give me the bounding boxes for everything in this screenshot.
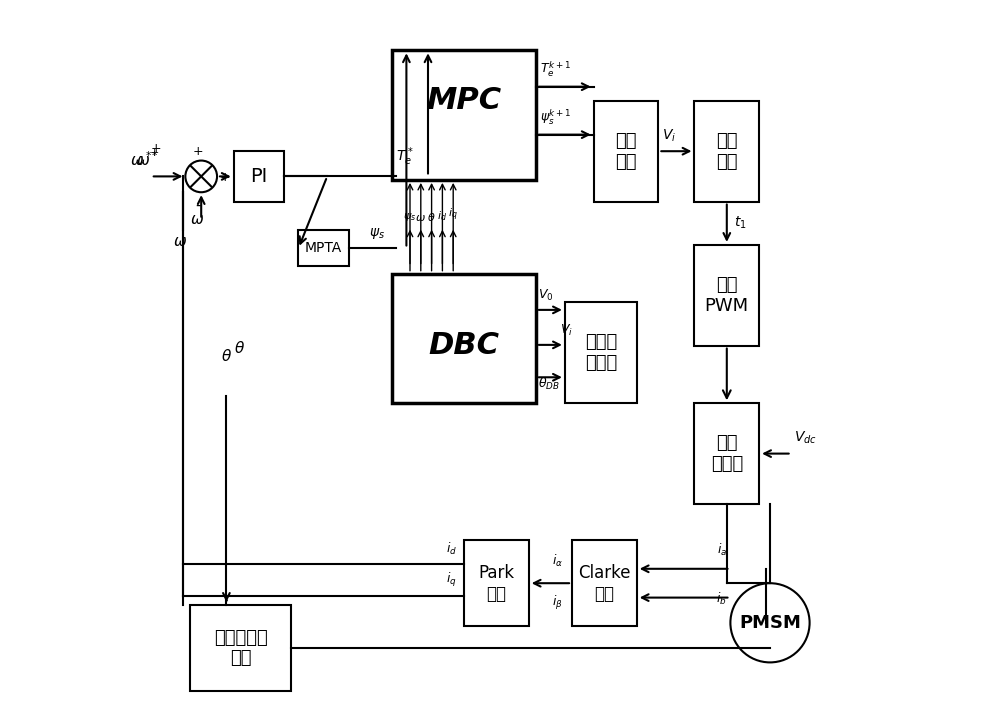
Text: $\omega$: $\omega$ bbox=[190, 212, 204, 227]
Text: $\psi_s^{k+1}$: $\psi_s^{k+1}$ bbox=[540, 108, 571, 127]
Text: $i_a$: $i_a$ bbox=[717, 542, 727, 558]
Text: $i_b$: $i_b$ bbox=[716, 590, 727, 606]
Text: PMSM: PMSM bbox=[739, 613, 801, 632]
Text: +: + bbox=[150, 148, 159, 158]
Text: $V_{dc}$: $V_{dc}$ bbox=[794, 430, 817, 446]
Text: 三相
逆变器: 三相 逆变器 bbox=[711, 434, 743, 473]
Text: $t_1$: $t_1$ bbox=[734, 215, 747, 231]
Text: +: + bbox=[220, 171, 231, 184]
Text: $T_e^{k+1}$: $T_e^{k+1}$ bbox=[540, 60, 571, 79]
Text: Clarke
变换: Clarke 变换 bbox=[578, 564, 631, 603]
Text: $\theta$: $\theta$ bbox=[221, 348, 232, 364]
Text: $\psi_s$: $\psi_s$ bbox=[369, 226, 385, 241]
Text: $V_0$: $V_0$ bbox=[538, 287, 554, 302]
Text: 调制
PWM: 调制 PWM bbox=[705, 276, 749, 315]
Text: $\theta$: $\theta$ bbox=[234, 341, 245, 356]
Text: Park
变换: Park 变换 bbox=[478, 564, 514, 603]
Ellipse shape bbox=[730, 583, 810, 662]
FancyBboxPatch shape bbox=[190, 605, 291, 691]
FancyBboxPatch shape bbox=[694, 101, 759, 202]
Text: DBC: DBC bbox=[428, 331, 499, 360]
Text: $\omega$: $\omega$ bbox=[415, 213, 426, 223]
Text: 作用
时间: 作用 时间 bbox=[716, 132, 738, 171]
FancyBboxPatch shape bbox=[594, 101, 658, 202]
FancyBboxPatch shape bbox=[694, 403, 759, 504]
Text: $\omega$: $\omega$ bbox=[173, 234, 187, 248]
Text: $\theta_{DB}$: $\theta_{DB}$ bbox=[538, 376, 560, 392]
Text: $\psi_s$: $\psi_s$ bbox=[403, 211, 417, 223]
FancyBboxPatch shape bbox=[392, 274, 536, 403]
FancyBboxPatch shape bbox=[234, 151, 284, 202]
Text: 目标
函数: 目标 函数 bbox=[615, 132, 637, 171]
FancyBboxPatch shape bbox=[464, 540, 529, 626]
Text: 位置和速度
检测: 位置和速度 检测 bbox=[214, 629, 268, 667]
FancyBboxPatch shape bbox=[565, 302, 637, 403]
Text: $\omega^*$: $\omega^*$ bbox=[136, 150, 159, 169]
Text: $i_\beta$: $i_\beta$ bbox=[552, 594, 563, 612]
Text: -: - bbox=[195, 198, 200, 213]
Text: MPC: MPC bbox=[426, 86, 502, 115]
FancyBboxPatch shape bbox=[694, 245, 759, 346]
Text: $T_e^*$: $T_e^*$ bbox=[396, 145, 413, 168]
Text: $i_q$: $i_q$ bbox=[446, 571, 457, 589]
Text: MPTA: MPTA bbox=[305, 241, 342, 256]
Text: PI: PI bbox=[250, 167, 267, 186]
Text: 判扇区
选矢量: 判扇区 选矢量 bbox=[585, 333, 617, 372]
Text: $\theta$: $\theta$ bbox=[427, 211, 436, 223]
Text: $i_d$: $i_d$ bbox=[446, 541, 457, 557]
FancyBboxPatch shape bbox=[298, 230, 349, 266]
Text: $i_\alpha$: $i_\alpha$ bbox=[552, 553, 563, 569]
FancyBboxPatch shape bbox=[392, 50, 536, 180]
Text: $i_q$: $i_q$ bbox=[448, 207, 458, 223]
FancyBboxPatch shape bbox=[572, 540, 637, 626]
Text: +: + bbox=[192, 145, 203, 158]
Text: $V_i$: $V_i$ bbox=[662, 127, 676, 144]
Text: $V_i$: $V_i$ bbox=[560, 323, 573, 338]
Text: +: + bbox=[151, 142, 161, 155]
Text: $\omega^*$: $\omega^*$ bbox=[130, 150, 153, 169]
Text: $i_d$: $i_d$ bbox=[437, 210, 447, 223]
